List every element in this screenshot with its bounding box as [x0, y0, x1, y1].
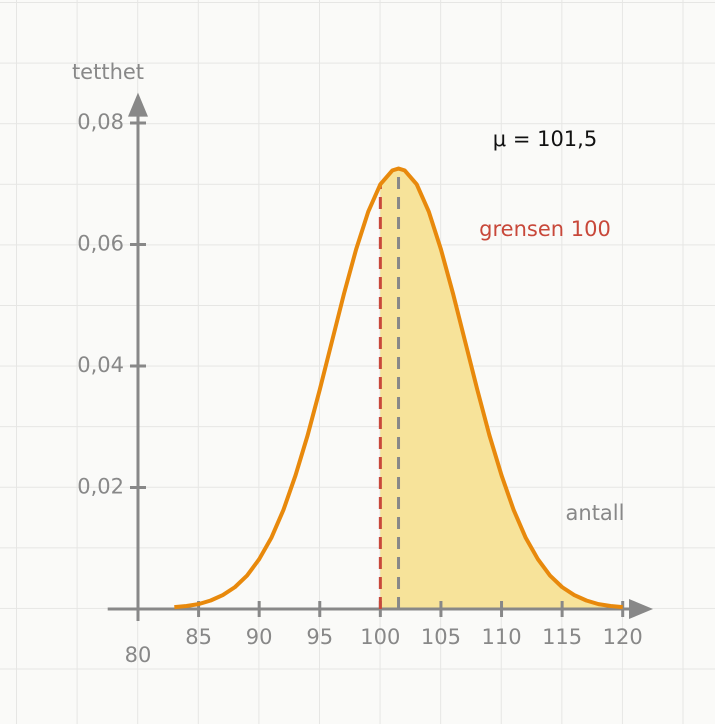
annotation-label: grensen 100 [479, 217, 611, 241]
x-axis-arrow [629, 599, 653, 619]
x-tick-label: 105 [421, 625, 461, 649]
y-tick-label: 0,06 [77, 231, 124, 255]
y-axis-arrow [127, 92, 148, 117]
shaded-area [380, 168, 623, 609]
y-tick-label: 0,04 [77, 353, 124, 377]
x-tick-label: 80 [125, 643, 152, 667]
x-tick-label: 110 [481, 625, 521, 649]
x-tick-label: 120 [603, 625, 643, 649]
x-tick-label: 95 [306, 625, 333, 649]
x-tick-label: 90 [246, 625, 273, 649]
annotation-label: μ = 101,5 [493, 127, 597, 151]
density-curve [174, 166, 623, 610]
x-tick-label: 115 [542, 625, 582, 649]
x-tick-label: 85 [185, 625, 212, 649]
x-tick-label: 100 [360, 625, 400, 649]
y-tick-label: 0,02 [77, 474, 124, 498]
y-tick-label: 0,08 [77, 110, 124, 134]
x-axis-label: antall [566, 501, 625, 525]
y-axis-label: tetthet [72, 60, 144, 84]
